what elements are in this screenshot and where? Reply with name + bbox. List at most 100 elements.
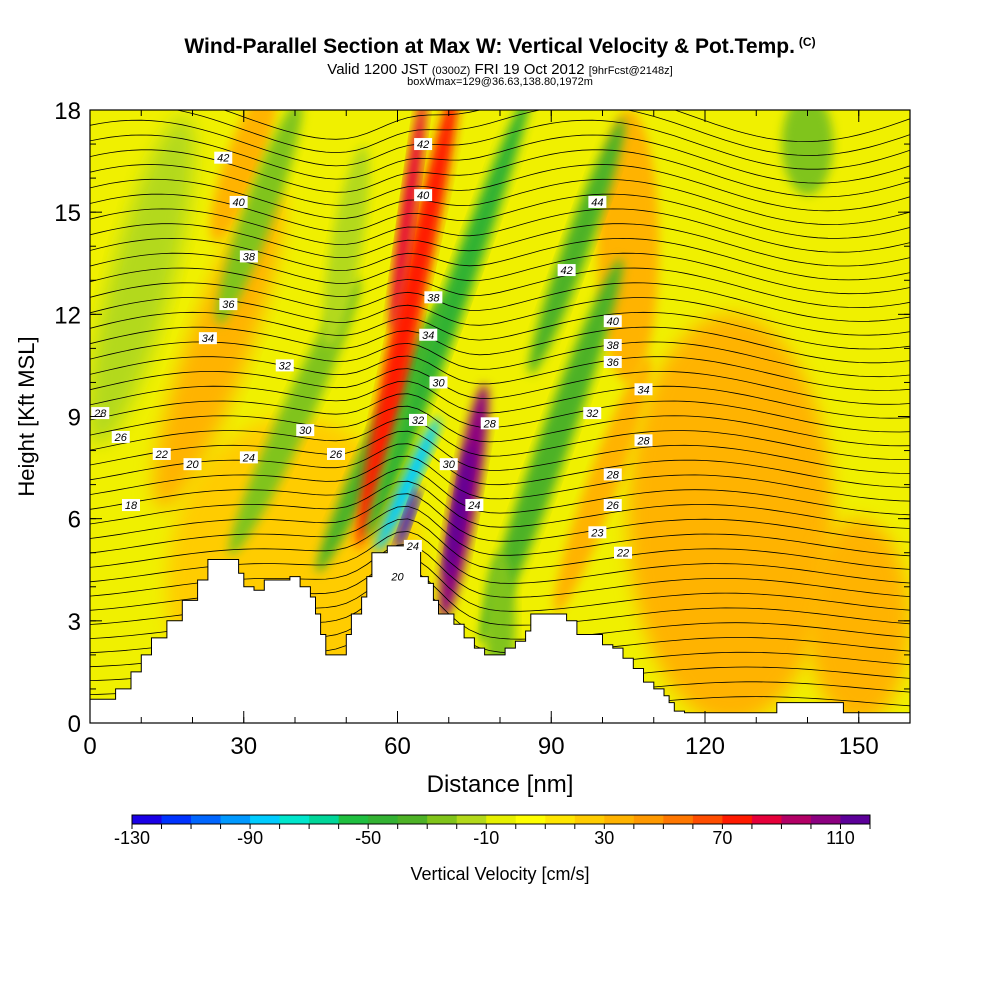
contour-label-box <box>603 499 622 512</box>
contour-label-box <box>634 383 653 396</box>
colorbar-tick-label: -50 <box>355 828 381 848</box>
contour-label-text: 38 <box>427 292 440 304</box>
velocity-region-20 <box>528 118 625 375</box>
colorbar-swatch <box>545 815 576 824</box>
y-tick-label: 3 <box>68 609 81 636</box>
colorbar-swatch <box>810 815 841 824</box>
contour-label: 20 <box>183 458 202 471</box>
y-axis-label: Height [Kft MSL] <box>14 336 39 496</box>
colorbar-swatch <box>279 815 310 824</box>
colorbar-swatch <box>250 815 281 824</box>
x-tick-label: 150 <box>839 733 879 760</box>
chart-title-text: Wind-Parallel Section at Max W: Vertical… <box>184 35 795 58</box>
contour-label: 42 <box>214 151 233 165</box>
contour-label-box <box>588 195 607 208</box>
contour-label-box <box>603 356 622 369</box>
contour-label-text: 26 <box>606 500 620 512</box>
theta-contour-line <box>90 418 910 460</box>
velocity-region-21 <box>553 356 652 613</box>
contour-label: 40 <box>229 195 248 209</box>
contour-label-text: 22 <box>155 449 168 461</box>
contour-label: 26 <box>327 447 345 461</box>
contour-label-box <box>239 451 258 464</box>
contour-label-box <box>229 195 248 208</box>
contour-label-text: 38 <box>607 340 620 352</box>
colorbar-swatch <box>368 815 399 824</box>
contour-label: 24 <box>403 539 422 553</box>
colorbar-swatch <box>751 815 782 824</box>
velocity-region-5 <box>90 115 195 445</box>
contour-label-text: 28 <box>483 418 497 430</box>
theta-contour-line <box>90 443 910 488</box>
colorbar-frame <box>131 814 871 825</box>
theta-contour-line <box>90 393 910 433</box>
terrain <box>90 542 910 723</box>
contour-label-text: 42 <box>561 265 573 277</box>
contour-label-text: 26 <box>329 449 343 461</box>
contour-label: 24 <box>239 451 258 464</box>
contour-label-text: 32 <box>279 360 291 372</box>
contour-label-box <box>327 447 345 460</box>
y-tick-label: 6 <box>68 507 81 534</box>
colorbar-swatch <box>840 815 871 824</box>
contour-label-box <box>122 499 140 512</box>
contour-label-text: 24 <box>467 500 480 512</box>
theta-contour-line <box>90 455 910 502</box>
contour-label-text: 22 <box>616 548 629 560</box>
contour-label-text: 20 <box>185 459 199 471</box>
contour-label-box <box>111 430 130 443</box>
colorbar-swatch <box>191 815 222 824</box>
contour-label-box <box>388 570 407 583</box>
contour-label: 42 <box>557 264 576 277</box>
colorbar: -130 -90 -50 -10 30 70 110 Vertical Velocity [c… <box>114 814 871 884</box>
contour-label: 28 <box>480 417 499 430</box>
theta-contour-line <box>90 493 910 543</box>
theta-contour-line <box>90 178 910 226</box>
y-tick-label: 12 <box>54 302 81 329</box>
contour-label: 30 <box>296 424 315 437</box>
y-tick-label: 0 <box>68 711 81 738</box>
contour-label-box <box>214 151 233 164</box>
contour-label-text: 34 <box>202 333 214 345</box>
colorbar-swatch <box>663 815 694 824</box>
contour-label-box <box>603 338 622 351</box>
velocity-region-14 <box>356 110 459 548</box>
chart-title: Wind-Parallel Section at Max W: Vertical… <box>0 35 1000 59</box>
theta-contour-line <box>90 252 910 295</box>
contour-label-text: 26 <box>114 432 128 444</box>
contour-label-text: 36 <box>607 357 620 369</box>
contour-label-box <box>152 447 171 460</box>
theta-contour-line <box>90 208 910 253</box>
contour-label-box <box>414 189 433 202</box>
colorbar-swatch <box>486 815 517 824</box>
colorbar-swatch <box>397 815 428 824</box>
contour-label: 23 <box>588 526 607 539</box>
contour-label-text: 34 <box>422 330 434 342</box>
contour-label-text: 24 <box>242 452 255 464</box>
contour-label-box <box>480 417 499 430</box>
contour-label-box <box>465 499 484 512</box>
theta-contour-line <box>90 380 910 419</box>
x-tick-label: 30 <box>230 733 257 760</box>
contour-label-text: 28 <box>93 408 107 420</box>
contour-label: 42 <box>414 138 433 151</box>
contour-label-box <box>614 546 632 559</box>
contour-label: 28 <box>91 407 110 420</box>
contour-label-box <box>219 298 238 311</box>
theta-contour-line <box>90 468 910 516</box>
contour-label: 32 <box>409 413 427 427</box>
contour-label-box <box>414 138 433 151</box>
x-tick-label: 0 <box>83 733 96 760</box>
contour-label-text: 40 <box>607 316 620 328</box>
colorbar-tick-label: 30 <box>594 828 614 848</box>
contour-label-box <box>409 413 427 426</box>
theta-contour-line <box>90 110 910 156</box>
contour-label: 30 <box>429 376 448 389</box>
colorbar-swatch <box>574 815 605 824</box>
contour-label-box <box>198 332 217 345</box>
contour-label: 26 <box>111 430 130 444</box>
contour-label-text: 20 <box>390 572 404 584</box>
velocity-region-7 <box>210 110 278 242</box>
